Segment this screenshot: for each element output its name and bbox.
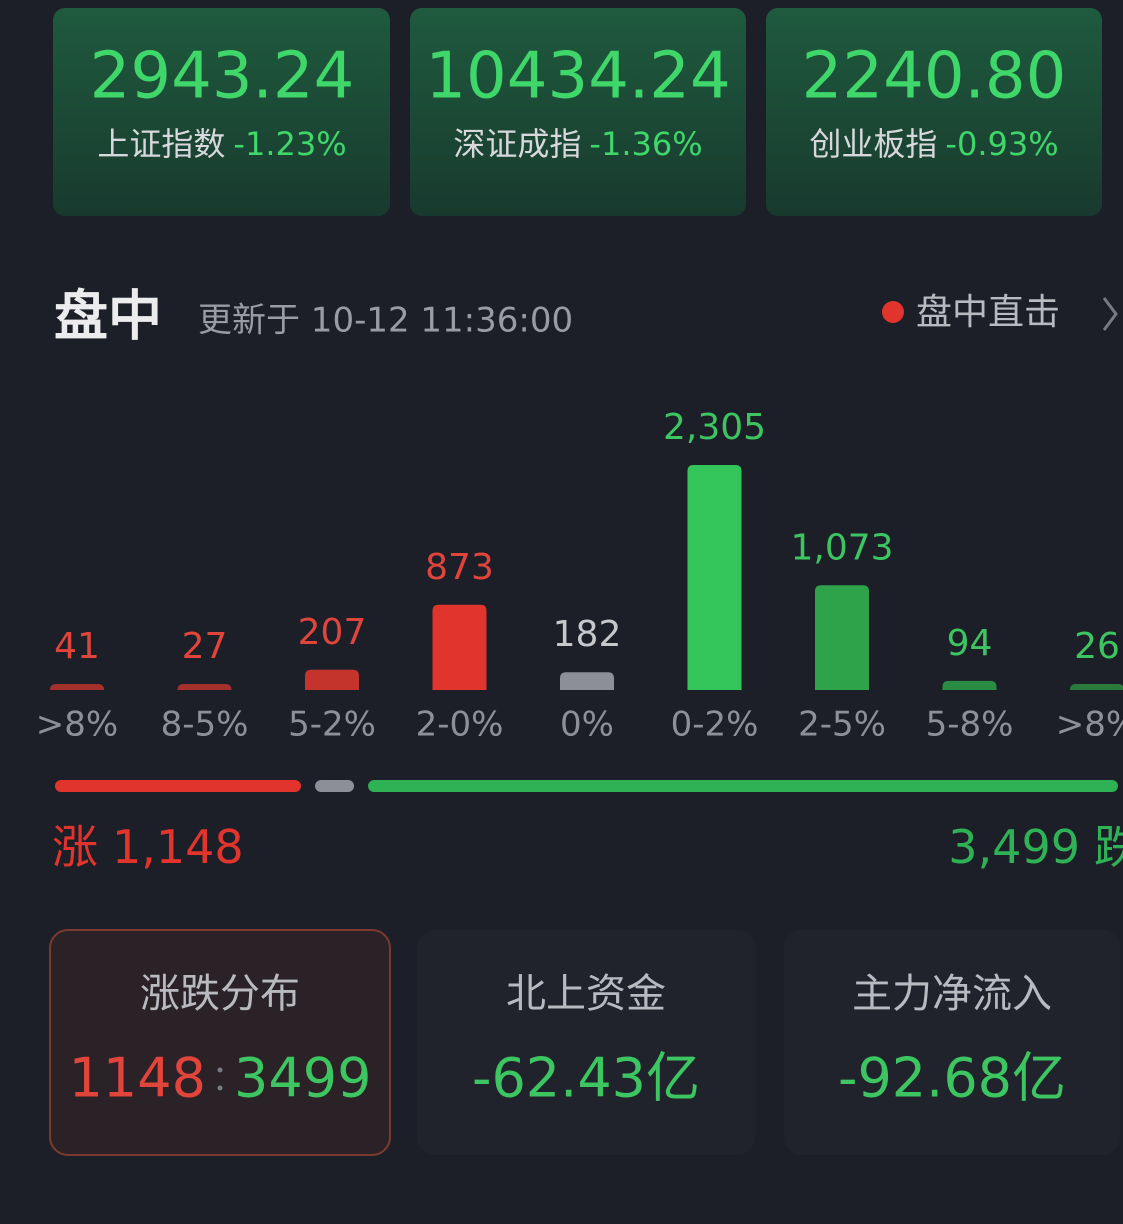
separator-dot	[217, 1067, 223, 1073]
bar	[560, 672, 614, 690]
card-bg	[49, 929, 391, 1156]
index-value: 2943.24	[90, 40, 355, 114]
separator-dot	[217, 1085, 223, 1091]
bar	[942, 680, 997, 690]
bar	[305, 669, 359, 690]
rise-fall-summary: 涨 1,148 3,499 跌	[52, 780, 1123, 874]
value-label: 27	[182, 626, 228, 667]
card-title: 主力净流入	[852, 971, 1052, 1017]
index-card[interactable]: 10434.24 深证成指 -1.36%	[410, 8, 746, 216]
index-card[interactable]: 2240.80 创业板指 -0.93%	[766, 8, 1102, 216]
value-label: 182	[553, 614, 622, 655]
card-title: 涨跌分布	[140, 971, 300, 1017]
fall-count: 3499	[234, 1047, 371, 1110]
chevron	[1102, 297, 1118, 331]
category-label: 2-5%	[798, 705, 886, 745]
bar	[1070, 684, 1123, 690]
index-name: 创业板指	[809, 125, 937, 163]
section-title: 盘中	[54, 285, 162, 348]
value-label: 207	[298, 612, 367, 653]
value-label: 26	[1074, 626, 1120, 667]
live-label: 盘中直击	[916, 292, 1060, 333]
index-name: 深证成指	[453, 125, 581, 163]
card-bg	[53, 8, 390, 216]
index-subtitle: 上证指数 -1.23%	[97, 125, 346, 163]
index-value: 2240.80	[802, 40, 1067, 114]
card-value: -92.68亿	[838, 1047, 1066, 1110]
index-value: 10434.24	[425, 40, 730, 114]
live-link[interactable]: 盘中直击	[882, 292, 1118, 333]
card-title: 北上资金	[506, 971, 666, 1017]
card-bg	[417, 930, 755, 1155]
value-label: 1,073	[790, 527, 893, 568]
stat-card[interactable]: 北上资金 -62.43亿	[417, 930, 755, 1155]
rise-label: 涨	[52, 820, 98, 874]
stat-card[interactable]: 涨跌分布 1148 3499	[49, 929, 391, 1156]
card-value: -62.43亿	[472, 1047, 700, 1110]
value-label: 2,305	[663, 407, 766, 448]
bar	[815, 585, 869, 690]
category-label: 5-2%	[288, 705, 376, 745]
rise-value: 1,148	[112, 820, 244, 874]
bar	[432, 604, 487, 690]
bar	[177, 684, 232, 690]
bar	[687, 465, 742, 690]
category-label: 5-8%	[926, 705, 1014, 745]
index-change: -1.36%	[589, 125, 702, 163]
bar	[50, 684, 104, 690]
proportion-segment	[315, 780, 355, 792]
index-card[interactable]: 2943.24 上证指数 -1.23%	[53, 8, 390, 216]
index-subtitle: 创业板指 -0.93%	[809, 125, 1058, 163]
index-change: -1.23%	[233, 125, 346, 163]
category-label: 0-2%	[671, 705, 759, 745]
category-label: >8%	[1056, 705, 1123, 745]
index-change: -0.93%	[945, 125, 1058, 163]
rise-count: 1148	[69, 1047, 206, 1110]
proportion-segment	[55, 780, 302, 792]
stat-card[interactable]: 主力净流入 -92.68亿	[784, 930, 1120, 1155]
index-subtitle: 深证成指 -1.36%	[453, 125, 702, 163]
rise-summary: 涨 1,148	[52, 820, 244, 874]
fall-summary: 3,499 跌	[948, 820, 1123, 874]
value-label: 94	[947, 623, 993, 664]
live-dot	[882, 301, 904, 323]
fall-label: 跌	[1094, 820, 1123, 874]
proportion-segment	[368, 780, 1118, 792]
distribution-chart: 41 >8% 27 8-5% 207 5-2% 873 2-0% 182 0% 2,305 0-2% 1…	[36, 407, 1123, 745]
card-bg	[784, 930, 1120, 1155]
category-label: 0%	[560, 705, 614, 745]
category-label: >8%	[36, 705, 118, 745]
category-label: 2-0%	[416, 705, 504, 745]
card-bg	[766, 8, 1102, 216]
value-label: 873	[425, 547, 494, 588]
card-bg	[410, 8, 746, 216]
update-time: 更新于 10-12 11:36:00	[198, 301, 573, 341]
value-label: 41	[54, 626, 100, 667]
fall-value: 3,499	[948, 820, 1080, 874]
category-label: 8-5%	[161, 705, 249, 745]
index-name: 上证指数	[97, 125, 225, 163]
